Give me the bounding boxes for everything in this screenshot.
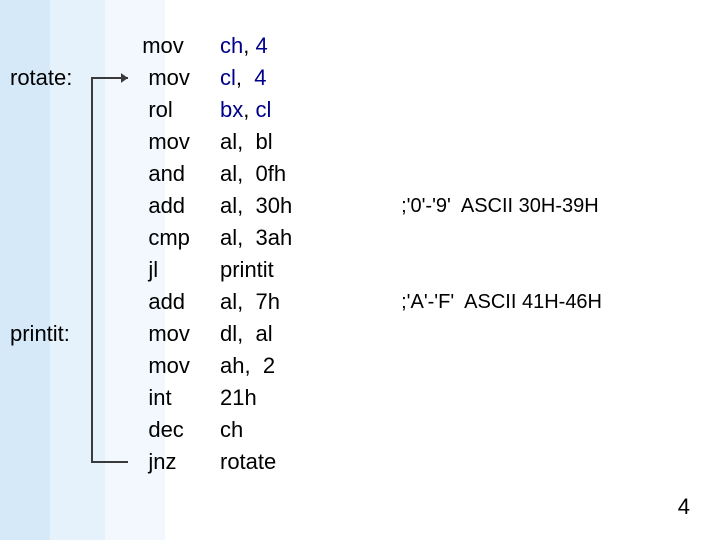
code-label: printit: [10,321,130,347]
code-line: andal, 0fh [10,158,602,190]
code-mnemonic: mov [130,353,220,379]
code-operands: ch, 4 [220,33,390,59]
code-operands: al, 30h [220,193,390,219]
code-line: addal, 30h ;'0'-'9' ASCII 30H-39H [10,190,602,222]
code-operands: al, 0fh [220,161,390,187]
code-line: movah, 2 [10,350,602,382]
code-operands: cl, 4 [220,65,390,91]
code-line: printit: movdl, al [10,318,602,350]
code-operands: al, 7h [220,289,390,315]
code-operands: al, 3ah [220,225,390,251]
code-line: addal, 7h ;'A'-'F' ASCII 41H-46H [10,286,602,318]
code-mnemonic: and [130,161,220,187]
code-mnemonic: int [130,385,220,411]
code-operands: ch [220,417,390,443]
code-mnemonic: mov [130,65,220,91]
code-line: decch [10,414,602,446]
code-line: movch, 4 [10,30,602,62]
code-line: jnzrotate [10,446,602,478]
code-operands: ah, 2 [220,353,390,379]
code-mnemonic: cmp [130,225,220,251]
code-mnemonic: jnz [130,449,220,475]
code-line: rotate: movcl, 4 [10,62,602,94]
code-mnemonic: mov [130,33,220,59]
code-comment: ;'0'-'9' ASCII 30H-39H [390,195,599,218]
code-mnemonic: mov [130,129,220,155]
code-operands: dl, al [220,321,390,347]
page-number: 4 [678,494,690,520]
code-line: moval, bl [10,126,602,158]
code-line: rolbx, cl [10,94,602,126]
code-mnemonic: mov [130,321,220,347]
code-comment: ;'A'-'F' ASCII 41H-46H [390,291,602,314]
code-mnemonic: rol [130,97,220,123]
code-mnemonic: jl [130,257,220,283]
code-mnemonic: add [130,193,220,219]
code-mnemonic: dec [130,417,220,443]
code-operands: al, bl [220,129,390,155]
code-label: rotate: [10,65,130,91]
code-operands: 21h [220,385,390,411]
code-line: jlprintit [10,254,602,286]
code-operands: printit [220,257,390,283]
code-operands: rotate [220,449,390,475]
code-line: cmpal, 3ah [10,222,602,254]
code-mnemonic: add [130,289,220,315]
code-operands: bx, cl [220,97,390,123]
code-line: int21h [10,382,602,414]
code-block: movch, 4rotate: movcl, 4 rolbx, cl moval… [10,30,602,478]
